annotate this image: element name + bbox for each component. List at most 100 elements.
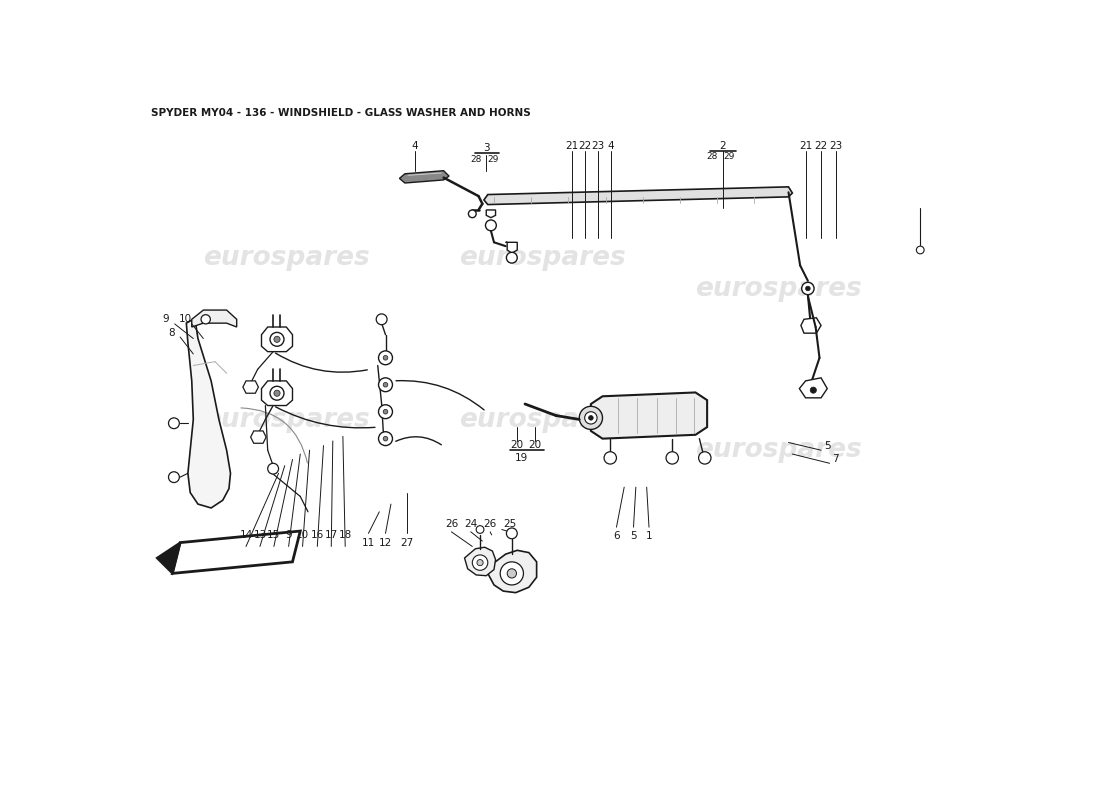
Text: 28: 28 (706, 152, 717, 162)
Text: 10: 10 (179, 314, 192, 324)
Text: 28: 28 (471, 154, 482, 164)
Text: eurospares: eurospares (695, 437, 862, 463)
Circle shape (666, 452, 679, 464)
Circle shape (580, 406, 603, 430)
Circle shape (270, 386, 284, 400)
Circle shape (802, 282, 814, 294)
Text: 14: 14 (240, 530, 253, 540)
Text: eurospares: eurospares (459, 407, 626, 433)
Text: 29: 29 (723, 152, 735, 162)
Circle shape (383, 355, 388, 360)
Circle shape (507, 569, 517, 578)
Text: eurospares: eurospares (204, 407, 370, 433)
Text: 18: 18 (339, 530, 352, 540)
Circle shape (500, 562, 524, 585)
Circle shape (811, 387, 816, 394)
Circle shape (383, 382, 388, 387)
Circle shape (477, 559, 483, 566)
Text: 2: 2 (719, 141, 726, 151)
Polygon shape (262, 381, 293, 406)
Polygon shape (800, 378, 827, 398)
Circle shape (588, 415, 593, 420)
Text: 7: 7 (832, 454, 838, 465)
Text: 1: 1 (646, 531, 652, 542)
Circle shape (378, 432, 393, 446)
Text: 3: 3 (483, 143, 490, 154)
Text: 19: 19 (515, 453, 528, 463)
Polygon shape (464, 547, 495, 576)
Polygon shape (191, 310, 236, 327)
Text: 23: 23 (591, 141, 605, 151)
Text: 6: 6 (613, 531, 619, 542)
Text: SPYDER MY04 - 136 - WINDSHIELD - GLASS WASHER AND HORNS: SPYDER MY04 - 136 - WINDSHIELD - GLASS W… (152, 108, 531, 118)
Text: 5: 5 (824, 442, 830, 451)
Circle shape (378, 378, 393, 392)
Polygon shape (251, 431, 266, 443)
Text: 13: 13 (253, 530, 266, 540)
Text: 21: 21 (565, 141, 579, 151)
Text: 21: 21 (799, 141, 812, 151)
Polygon shape (262, 327, 293, 352)
Circle shape (378, 351, 393, 365)
Circle shape (267, 463, 278, 474)
Circle shape (476, 526, 484, 534)
Text: 25: 25 (503, 519, 516, 529)
Text: 17: 17 (324, 530, 338, 540)
Text: 16: 16 (310, 530, 323, 540)
Text: 15: 15 (267, 530, 280, 540)
Text: 20: 20 (510, 440, 524, 450)
Circle shape (168, 472, 179, 482)
Polygon shape (591, 393, 707, 438)
Polygon shape (487, 550, 537, 593)
Polygon shape (484, 187, 792, 205)
Polygon shape (399, 170, 449, 183)
Circle shape (506, 528, 517, 538)
Text: 22: 22 (814, 141, 827, 151)
Text: 11: 11 (362, 538, 375, 547)
Text: 22: 22 (579, 141, 592, 151)
Polygon shape (186, 319, 231, 508)
Text: eurospares: eurospares (204, 246, 370, 271)
Text: 4: 4 (411, 141, 418, 151)
Circle shape (585, 412, 597, 424)
Text: 9: 9 (163, 314, 169, 324)
Polygon shape (173, 531, 300, 574)
Circle shape (604, 452, 616, 464)
Circle shape (383, 410, 388, 414)
Polygon shape (801, 318, 821, 333)
Text: 26: 26 (484, 519, 497, 529)
Text: 24: 24 (464, 519, 477, 529)
Text: eurospares: eurospares (459, 246, 626, 271)
Circle shape (168, 418, 179, 429)
Circle shape (201, 314, 210, 324)
Polygon shape (506, 242, 517, 253)
Text: 27: 27 (400, 538, 414, 547)
Text: 5: 5 (630, 531, 637, 542)
Text: 8: 8 (168, 328, 175, 338)
Text: 29: 29 (487, 154, 499, 164)
Text: 10: 10 (296, 530, 309, 540)
Circle shape (376, 314, 387, 325)
Circle shape (270, 332, 284, 346)
Circle shape (485, 220, 496, 230)
Circle shape (506, 252, 517, 263)
Text: 26: 26 (444, 519, 458, 529)
Text: 20: 20 (528, 440, 541, 450)
Polygon shape (157, 542, 180, 574)
Circle shape (698, 452, 711, 464)
Circle shape (274, 336, 280, 342)
Circle shape (274, 390, 280, 396)
Circle shape (469, 210, 476, 218)
Circle shape (916, 246, 924, 254)
Text: 9: 9 (285, 530, 292, 540)
Circle shape (805, 286, 811, 291)
Text: 23: 23 (829, 141, 843, 151)
Circle shape (378, 405, 393, 418)
Text: 4: 4 (607, 141, 614, 151)
Polygon shape (486, 210, 495, 218)
Text: 12: 12 (378, 538, 392, 547)
Text: eurospares: eurospares (695, 275, 862, 302)
Circle shape (472, 555, 487, 570)
Circle shape (383, 436, 388, 441)
Polygon shape (243, 381, 258, 394)
